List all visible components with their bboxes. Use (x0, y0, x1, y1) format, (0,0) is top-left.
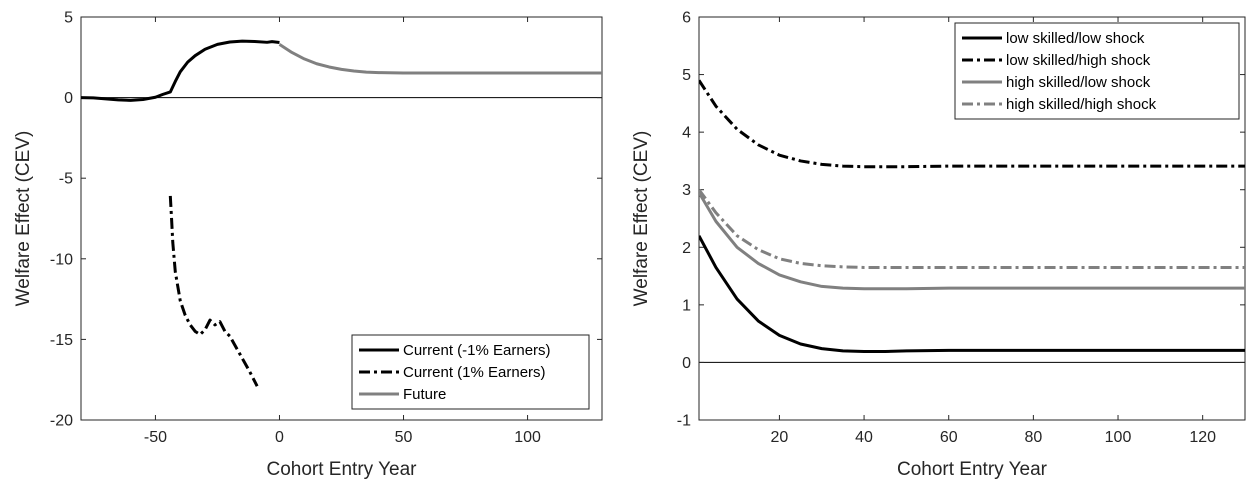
x-tick-label: 60 (940, 429, 958, 446)
y-tick-label: 0 (682, 355, 691, 372)
legend: Current (-1% Earners) Current (1% Earners… (352, 335, 589, 409)
y-axis-label: Welfare Effect (CEV) (13, 131, 34, 307)
legend-entry: high skilled/high shock (1006, 96, 1157, 113)
legend-entry: Future (403, 386, 446, 403)
x-tick-label: 100 (514, 429, 541, 446)
x-tick-label: 120 (1189, 429, 1216, 446)
x-tick-label: 50 (395, 429, 413, 446)
x-axis-label: Cohort Entry Year (267, 459, 418, 480)
y-tick-label: 2 (682, 240, 691, 257)
y-tick-label: -1 (677, 413, 691, 430)
y-tick-label: 6 (682, 10, 691, 27)
x-tick-label: 100 (1105, 429, 1132, 446)
legend-entry: Current (-1% Earners) (403, 342, 551, 359)
legend: low skilled/low shock low skilled/high sh… (955, 23, 1239, 119)
y-tick-label: 5 (64, 10, 73, 27)
y-tick-label: -20 (50, 413, 73, 430)
y-tick-label: 1 (682, 297, 691, 314)
y-tick-label: -5 (59, 171, 73, 188)
legend-entry: low skilled/low shock (1006, 30, 1145, 47)
x-tick-label: 20 (771, 429, 789, 446)
legend-entry: Current (1% Earners) (403, 364, 546, 381)
legend-entry: low skilled/high shock (1006, 52, 1151, 69)
y-tick-label: 5 (682, 67, 691, 84)
x-tick-label: -50 (144, 429, 167, 446)
y-tick-label: -15 (50, 332, 73, 349)
x-axis-label: Cohort Entry Year (897, 459, 1048, 480)
x-tick-label: 0 (275, 429, 284, 446)
x-tick-label: 80 (1024, 429, 1042, 446)
y-tick-label: 4 (682, 125, 691, 142)
legend-entry: high skilled/low shock (1006, 74, 1151, 91)
y-tick-label: 3 (682, 182, 691, 199)
y-axis-label: Welfare Effect (CEV) (631, 131, 652, 307)
x-tick-label: 40 (855, 429, 873, 446)
y-tick-label: -10 (50, 251, 73, 268)
y-tick-label: 0 (64, 90, 73, 107)
chart-panel-2: 20 40 60 80 100 120 -1 0 1 2 3 4 5 6 Cohort Entry Year… (631, 10, 1245, 481)
